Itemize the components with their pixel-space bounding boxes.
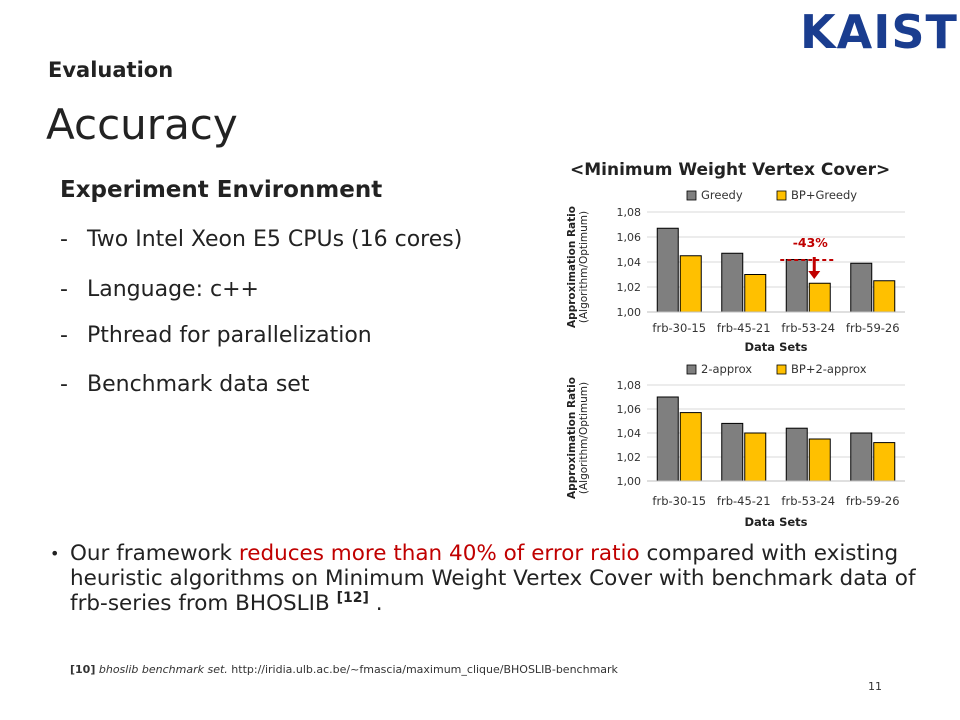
y-tick-label: 1,04 bbox=[617, 256, 642, 269]
x-tick-label: frb-53-24 bbox=[781, 321, 835, 335]
bar-greedy bbox=[656, 227, 679, 313]
x-tick-label: frb-59-26 bbox=[846, 494, 900, 508]
y-tick-label: 1,06 bbox=[617, 231, 642, 244]
reference-mark: [12] bbox=[336, 589, 369, 606]
bar-bp-2-approx bbox=[808, 438, 831, 482]
bar-greedy bbox=[785, 259, 808, 313]
bar-greedy bbox=[850, 262, 873, 313]
legend-swatch bbox=[776, 364, 787, 375]
x-tick-label: frb-30-15 bbox=[652, 321, 706, 335]
x-axis-title: Data Sets bbox=[745, 515, 808, 529]
x-tick-label: frb-45-21 bbox=[717, 321, 771, 335]
legend-label: 2-approx bbox=[701, 362, 752, 376]
environment-item: - Two Intel Xeon E5 CPUs (16 cores) bbox=[60, 227, 463, 252]
kaist-logo: KAIST bbox=[800, 5, 958, 59]
environment-heading: Experiment Environment bbox=[60, 177, 383, 203]
footnote-url: http://iridia.ulb.ac.be/~fmascia/maximum… bbox=[231, 663, 618, 676]
environment-item: - Benchmark data set bbox=[60, 372, 310, 397]
x-tick-label: frb-59-26 bbox=[846, 321, 900, 335]
bar-bp-2-approx bbox=[744, 432, 767, 482]
bullet-dot: • bbox=[50, 544, 60, 563]
chart-2-approx: 1,00 1,02 1,04 1,06 1,08 frb-30-15 frb-45-21 fr… bbox=[566, 362, 905, 529]
bar-bp-greedy bbox=[873, 280, 896, 313]
legend-swatch bbox=[686, 364, 697, 375]
bar-bp-greedy bbox=[744, 274, 767, 313]
bar-2-approx bbox=[721, 422, 744, 482]
y-tick-label: 1,00 bbox=[617, 306, 642, 319]
x-tick-label: frb-45-21 bbox=[717, 494, 771, 508]
environment-item: - Pthread for parallelization bbox=[60, 323, 372, 348]
highlight-text: reduces more than 40% of error ratio bbox=[238, 541, 640, 566]
page-title: Accuracy bbox=[46, 100, 238, 149]
y-tick-label: 1,00 bbox=[617, 475, 642, 488]
y-tick-label: 1,06 bbox=[617, 403, 642, 416]
legend-swatch bbox=[776, 190, 787, 201]
page-number: 11 bbox=[868, 680, 882, 693]
environment-item: - Language: c++ bbox=[60, 277, 259, 302]
legend-label: BP+Greedy bbox=[791, 188, 857, 202]
x-axis-title: Data Sets bbox=[745, 340, 808, 354]
down-arrow-icon bbox=[808, 271, 821, 279]
bar-greedy bbox=[721, 252, 744, 313]
bar-bp-2-approx bbox=[873, 442, 896, 482]
bar-2-approx bbox=[785, 427, 808, 482]
bar-2-approx bbox=[850, 432, 873, 482]
bar-bp-2-approx bbox=[679, 412, 702, 482]
chart-greedy: 1,00 1,02 1,04 1,06 1,08 frb-30-15 frb-45-21 fr… bbox=[566, 188, 905, 354]
legend-swatch bbox=[686, 190, 697, 201]
y-tick-label: 1,02 bbox=[617, 281, 642, 294]
x-tick-label: frb-30-15 bbox=[652, 494, 706, 508]
y-tick-label: 1,02 bbox=[617, 451, 642, 464]
annotation-label: -43% bbox=[793, 235, 829, 250]
y-axis-subtitle: (Algorithm/Optimum) bbox=[578, 211, 590, 323]
y-tick-label: 1,08 bbox=[617, 379, 642, 392]
x-tick-label: frb-53-24 bbox=[781, 494, 835, 508]
footnote: [10] bhoslib benchmark set. http://iridi… bbox=[70, 663, 618, 676]
y-axis-subtitle: (Algorithm/Optimum) bbox=[578, 382, 590, 494]
bar-bp-greedy bbox=[808, 282, 831, 313]
y-axis-title: Approximation Ratio bbox=[566, 206, 578, 328]
y-axis-title: Approximation Ratio bbox=[566, 377, 578, 499]
y-tick-label: 1,04 bbox=[617, 427, 642, 440]
legend-label: BP+2-approx bbox=[791, 362, 867, 376]
section-label: Evaluation bbox=[48, 58, 174, 82]
bar-2-approx bbox=[656, 396, 679, 482]
bar-bp-greedy bbox=[679, 255, 702, 313]
bullet-text: Our framework reduces more than 40% of e… bbox=[70, 541, 916, 616]
y-tick-label: 1,08 bbox=[617, 206, 642, 219]
legend-label: Greedy bbox=[701, 188, 743, 202]
figure-title: <Minimum Weight Vertex Cover> bbox=[570, 160, 891, 180]
